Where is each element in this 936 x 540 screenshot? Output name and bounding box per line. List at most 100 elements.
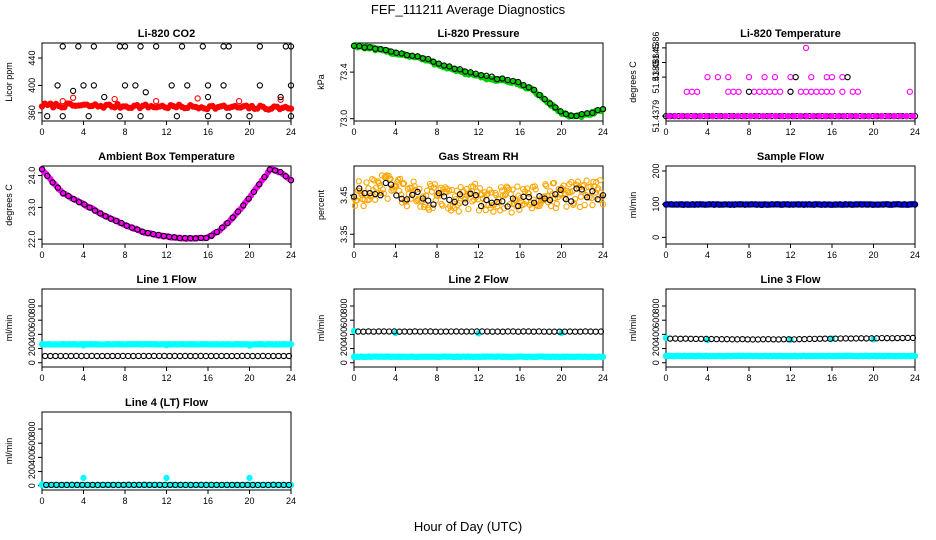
data-point: [447, 328, 455, 335]
data-point: [277, 168, 284, 176]
x-tick-label: 8: [122, 373, 127, 383]
x-tick-label: 0: [351, 127, 356, 137]
data-point: [49, 179, 56, 186]
y-tick-label: 360: [27, 105, 37, 120]
x-tick-label: 8: [122, 496, 127, 506]
data-point: [739, 336, 746, 343]
data-point: [450, 204, 458, 212]
data-point: [396, 175, 404, 183]
data-point: [282, 172, 289, 180]
data-point: [489, 328, 496, 335]
data-point: [116, 43, 123, 50]
data-point: [751, 88, 758, 95]
data-point: [152, 98, 160, 105]
data-point: [531, 183, 538, 190]
y-axis-label: ml/min: [316, 315, 326, 342]
x-tick-label: 0: [663, 250, 668, 260]
data-point: [561, 194, 568, 202]
data-point: [525, 190, 533, 197]
data-point: [259, 352, 267, 360]
data-point: [906, 88, 913, 95]
data-point: [546, 100, 554, 107]
data-point: [101, 93, 108, 101]
data-point: [563, 203, 570, 210]
x-tick-label: 0: [39, 127, 44, 137]
data-point: [140, 352, 147, 360]
panel-title: Line 2 Flow: [449, 274, 509, 286]
y-tick-label: 22.0: [27, 230, 37, 248]
data-point: [363, 179, 370, 186]
data-point: [909, 112, 917, 120]
data-point: [38, 166, 46, 173]
data-point: [566, 328, 574, 335]
data-point: [772, 112, 779, 120]
data-point: [525, 84, 532, 91]
data-point: [599, 201, 607, 208]
data-point: [577, 328, 584, 335]
x-tick-label: 0: [663, 127, 668, 137]
data-point: [121, 82, 129, 89]
x-tick-label: 8: [434, 250, 439, 260]
x-tick-label: 24: [598, 250, 608, 260]
data-point: [250, 188, 258, 196]
data-point: [446, 63, 453, 70]
data-point: [416, 328, 424, 335]
data-point: [256, 82, 264, 89]
data-point: [380, 190, 387, 197]
data-point: [435, 189, 442, 197]
data-point: [734, 336, 741, 343]
x-tick-label: 24: [598, 373, 608, 383]
data-point: [425, 197, 432, 204]
series-1: [350, 42, 607, 120]
data-point: [458, 328, 465, 335]
data-point: [511, 196, 518, 203]
x-tick-label: 20: [556, 250, 566, 260]
data-point: [704, 73, 711, 81]
data-point: [515, 328, 522, 335]
data-point: [132, 82, 139, 89]
y-axis-label: ml/min: [4, 438, 14, 465]
data-point: [818, 88, 825, 95]
data-point: [166, 352, 173, 360]
data-point: [866, 112, 873, 120]
data-point: [285, 481, 293, 489]
data-point: [107, 215, 115, 222]
data-point: [578, 186, 585, 193]
data-point: [282, 43, 289, 50]
x-tick-label: 8: [434, 127, 439, 137]
y-tick-label: 440: [27, 51, 37, 66]
data-point: [790, 112, 798, 120]
data-point: [745, 88, 753, 95]
data-point: [67, 352, 75, 360]
y-tick-label: 3.35: [339, 225, 349, 243]
data-point: [517, 194, 524, 202]
data-point: [598, 193, 606, 200]
data-point: [878, 112, 885, 120]
data-point: [556, 191, 563, 198]
data-point: [265, 352, 272, 360]
data-point: [714, 73, 722, 81]
data-point: [176, 352, 184, 360]
x-tick-label: 24: [910, 127, 920, 137]
y-tick-label: 51.43845: [651, 44, 661, 82]
y-tick-label: 73.0: [339, 110, 349, 128]
x-tick-label: 0: [39, 250, 44, 260]
data-point: [770, 336, 777, 343]
data-point: [453, 187, 461, 194]
data-point: [551, 328, 558, 335]
data-point: [744, 336, 751, 343]
data-point: [509, 328, 517, 335]
x-tick-label: 0: [663, 373, 668, 383]
y-axis-label: degrees C: [4, 184, 14, 226]
data-point: [543, 182, 550, 189]
data-point: [709, 112, 717, 120]
data-point: [400, 180, 408, 187]
y-axis-label: kPa: [316, 74, 326, 90]
data-point: [44, 172, 51, 180]
x-tick-label: 4: [705, 373, 710, 383]
data-point: [427, 328, 434, 335]
data-point: [128, 224, 136, 231]
data-point: [270, 352, 277, 360]
data-point: [380, 328, 388, 335]
data-point: [199, 43, 206, 50]
